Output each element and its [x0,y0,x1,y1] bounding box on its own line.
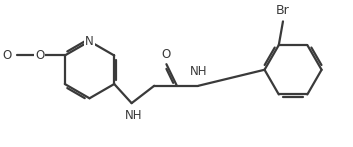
Text: NH: NH [190,65,207,78]
Text: Br: Br [276,4,290,17]
Text: O: O [162,48,171,61]
Text: O: O [35,49,44,62]
Text: O: O [3,49,12,62]
Text: NH: NH [125,109,142,122]
Text: N: N [85,35,94,48]
